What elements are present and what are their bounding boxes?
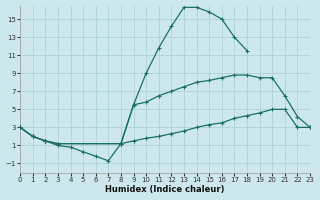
X-axis label: Humidex (Indice chaleur): Humidex (Indice chaleur)	[105, 185, 225, 194]
